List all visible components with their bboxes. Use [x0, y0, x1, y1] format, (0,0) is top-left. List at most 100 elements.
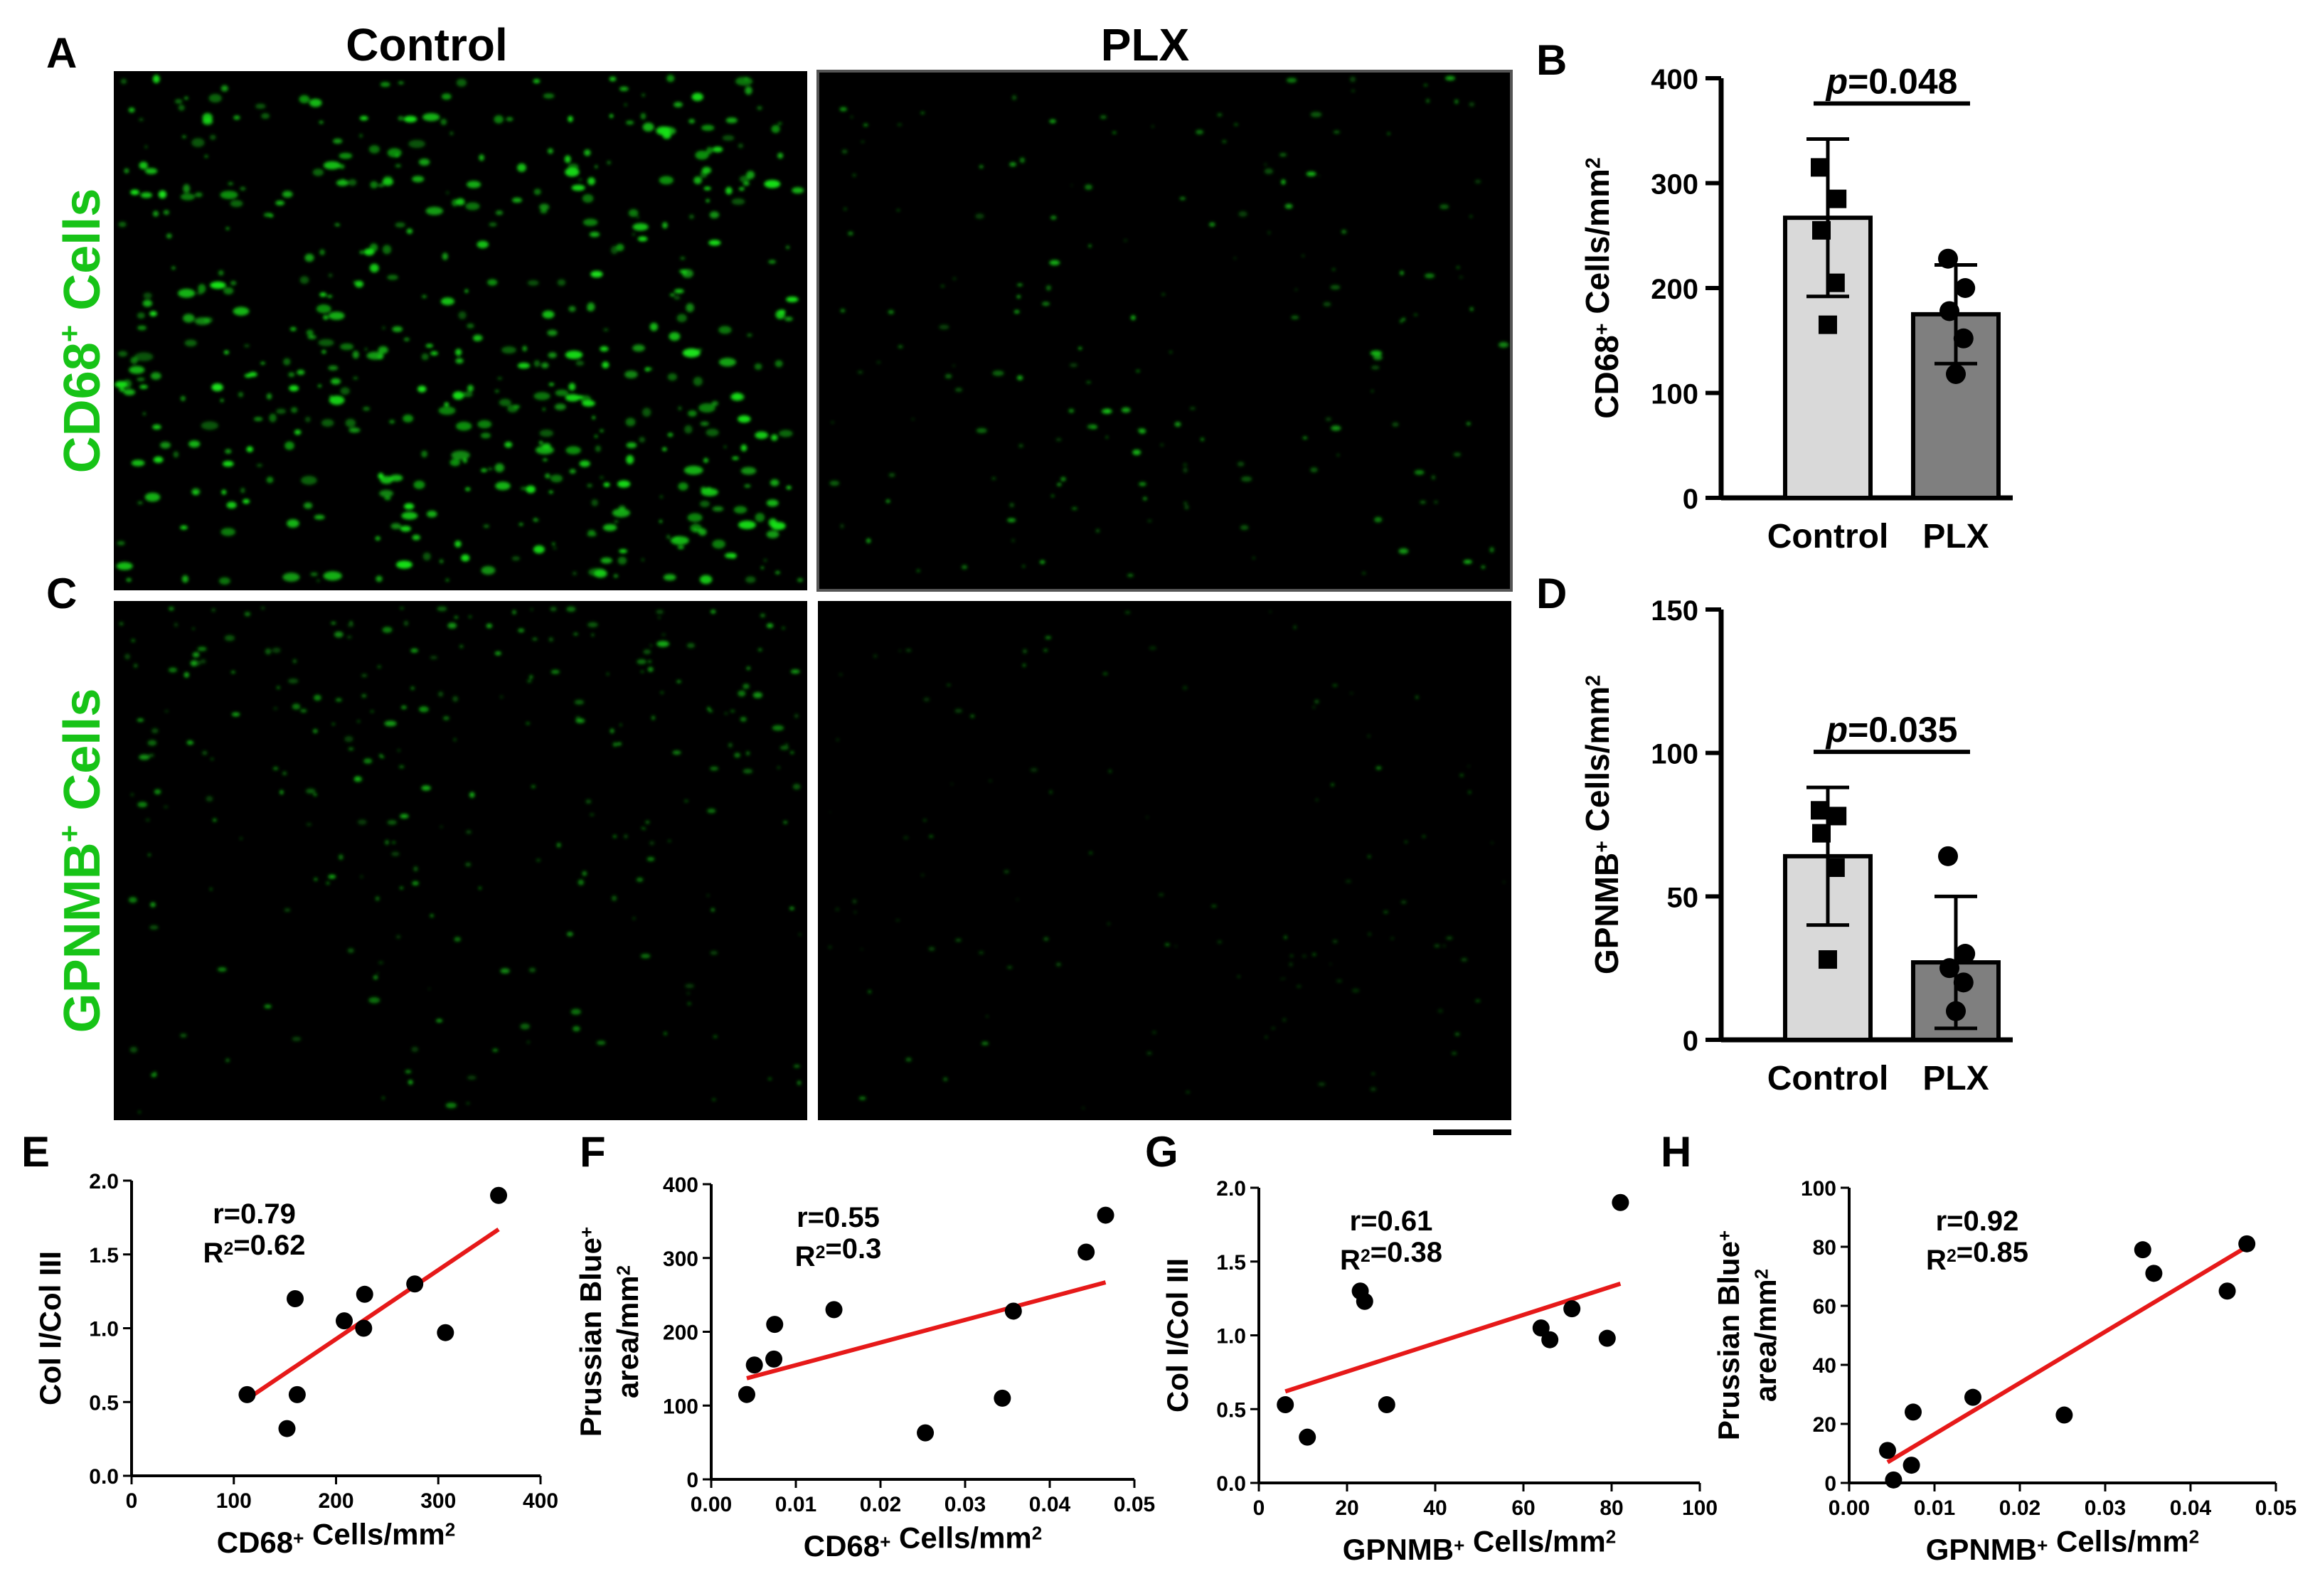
micrograph-gpnmb-control [114, 601, 807, 1120]
stained-cell [143, 292, 152, 299]
stained-cell [861, 141, 864, 143]
stained-cell [565, 351, 583, 359]
stained-cell [126, 578, 132, 582]
stained-cell [375, 896, 380, 901]
stained-cell [395, 560, 413, 569]
x-tick-label: 0.04 [2170, 1496, 2212, 1520]
stained-cell [1498, 341, 1509, 348]
stained-cell [128, 107, 135, 113]
stained-cell [346, 635, 352, 639]
stained-cell [637, 216, 639, 219]
stained-cell [952, 365, 955, 367]
stained-cell [348, 427, 361, 433]
stained-cell [430, 656, 437, 659]
stained-cell [138, 1111, 141, 1114]
stained-cell [151, 728, 159, 733]
stained-cell [1306, 171, 1316, 176]
stained-cell [130, 793, 134, 797]
micrograph-cd68-control [114, 71, 807, 590]
stained-cell [333, 138, 343, 144]
stained-cell [220, 398, 224, 403]
stained-cell [240, 837, 243, 840]
regression-line [1284, 1282, 1622, 1394]
stained-cell [793, 1065, 800, 1068]
stained-cell [412, 176, 425, 183]
stained-cell [403, 620, 409, 627]
stained-cell [382, 627, 393, 633]
data-point [1885, 1471, 1902, 1489]
stained-cell [275, 200, 284, 206]
stained-cell [328, 365, 339, 371]
stained-cell [489, 222, 497, 227]
stained-cell [382, 245, 392, 255]
stained-cell [863, 123, 868, 127]
stained-cell [1368, 932, 1371, 936]
data-point [355, 1319, 373, 1337]
stained-cell [452, 391, 464, 400]
stained-cell [585, 799, 592, 804]
stained-cell [610, 245, 618, 255]
stained-cell [706, 428, 719, 437]
stained-cell [467, 385, 474, 392]
stained-cell [260, 606, 265, 610]
stained-cell [118, 221, 127, 228]
stained-cell [746, 751, 750, 756]
stained-cell [1121, 407, 1131, 413]
stained-cell [954, 708, 963, 713]
stained-cell [223, 287, 234, 294]
stained-cell [587, 307, 591, 311]
stained-cell [306, 788, 316, 794]
y-axis-label-line2: area/mm2 [611, 1265, 644, 1398]
stained-cell [669, 331, 681, 341]
stained-cell [644, 367, 650, 372]
data-point [1826, 273, 1845, 292]
y-tick-label: 1.5 [89, 1244, 119, 1267]
stained-cell [725, 712, 728, 715]
data-point [1879, 1442, 1896, 1459]
stained-cell [710, 951, 718, 955]
stained-cell [310, 572, 318, 577]
data-point [2145, 1265, 2163, 1282]
stained-cell [494, 390, 499, 393]
stained-cell [768, 260, 776, 264]
stained-cell [527, 679, 532, 683]
stained-cell [683, 465, 703, 475]
stained-cell [624, 834, 628, 839]
stained-cell [1217, 113, 1223, 117]
stained-cell [916, 569, 920, 573]
stained-cell [137, 718, 144, 722]
stained-cell [600, 557, 612, 564]
category-label: Control [1767, 518, 1889, 555]
stained-cell [319, 120, 324, 124]
stained-cell [1184, 505, 1189, 510]
stained-cell [1049, 260, 1060, 266]
stained-cell [568, 383, 576, 391]
data-point [2055, 1406, 2073, 1424]
stained-cell [184, 97, 188, 100]
stained-cell [703, 458, 708, 463]
stained-cell [763, 559, 767, 562]
stained-cell [467, 323, 474, 329]
stained-cell [1183, 464, 1188, 466]
stained-cell [743, 769, 753, 774]
stained-cell [641, 671, 644, 673]
stained-cell [873, 654, 878, 658]
stained-cell [876, 361, 881, 363]
stained-cell [1139, 482, 1146, 486]
stained-cell [573, 1026, 580, 1032]
stained-cell [397, 749, 400, 752]
stained-cell [757, 648, 762, 651]
stained-cell [992, 370, 1004, 376]
data-point [1955, 278, 1976, 298]
data-point [1953, 328, 1974, 349]
stained-cell [828, 945, 832, 949]
data-point [1819, 315, 1837, 334]
stained-cell [1085, 184, 1092, 190]
stained-cell [347, 623, 354, 627]
stained-cell [940, 284, 945, 287]
stained-cell [331, 622, 336, 624]
stained-cell [612, 895, 617, 901]
scatter-chart-e: 0 100 200 300 400 0.0 0.5 1.0 1.5 2.0 CD68+ Cells/… [33, 1170, 558, 1559]
x-axis-label: GPNMB+ Cells/mm2 [1343, 1524, 1616, 1566]
stained-cell [192, 627, 195, 630]
